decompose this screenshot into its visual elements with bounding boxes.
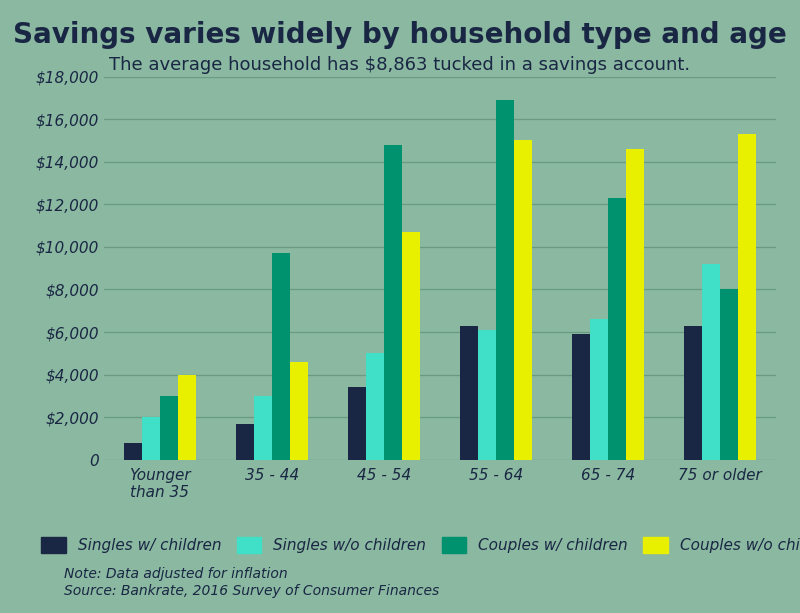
Bar (738, 134, 756, 460)
Bar (478, 330, 496, 460)
Bar (290, 362, 308, 460)
Bar (684, 326, 702, 460)
Bar (160, 396, 178, 460)
Bar (124, 443, 142, 460)
Text: The average household has $8,863 tucked in a savings account.: The average household has $8,863 tucked … (110, 56, 690, 74)
Bar (702, 264, 720, 460)
Bar (590, 319, 608, 460)
Legend: Singles w/ children, Singles w/o children, Couples w/ children, Couples w/o chil: Singles w/ children, Singles w/o childre… (35, 530, 800, 560)
Bar (254, 396, 272, 460)
Bar (384, 145, 402, 460)
Bar (720, 289, 738, 460)
Bar (608, 198, 626, 460)
Bar (142, 417, 160, 460)
Bar (236, 424, 254, 460)
Bar (348, 387, 366, 460)
Bar (366, 353, 384, 460)
Bar (626, 149, 644, 460)
Bar (572, 334, 590, 460)
Text: Note: Data adjusted for inflation
Source: Bankrate, 2016 Survey of Consumer Fina: Note: Data adjusted for inflation Source… (64, 568, 439, 598)
Bar (402, 232, 420, 460)
Bar (514, 140, 532, 460)
Bar (272, 253, 290, 460)
Bar (496, 100, 514, 460)
Bar (460, 326, 478, 460)
Bar (178, 375, 196, 460)
Text: Savings varies widely by household type and age: Savings varies widely by household type … (13, 21, 787, 50)
